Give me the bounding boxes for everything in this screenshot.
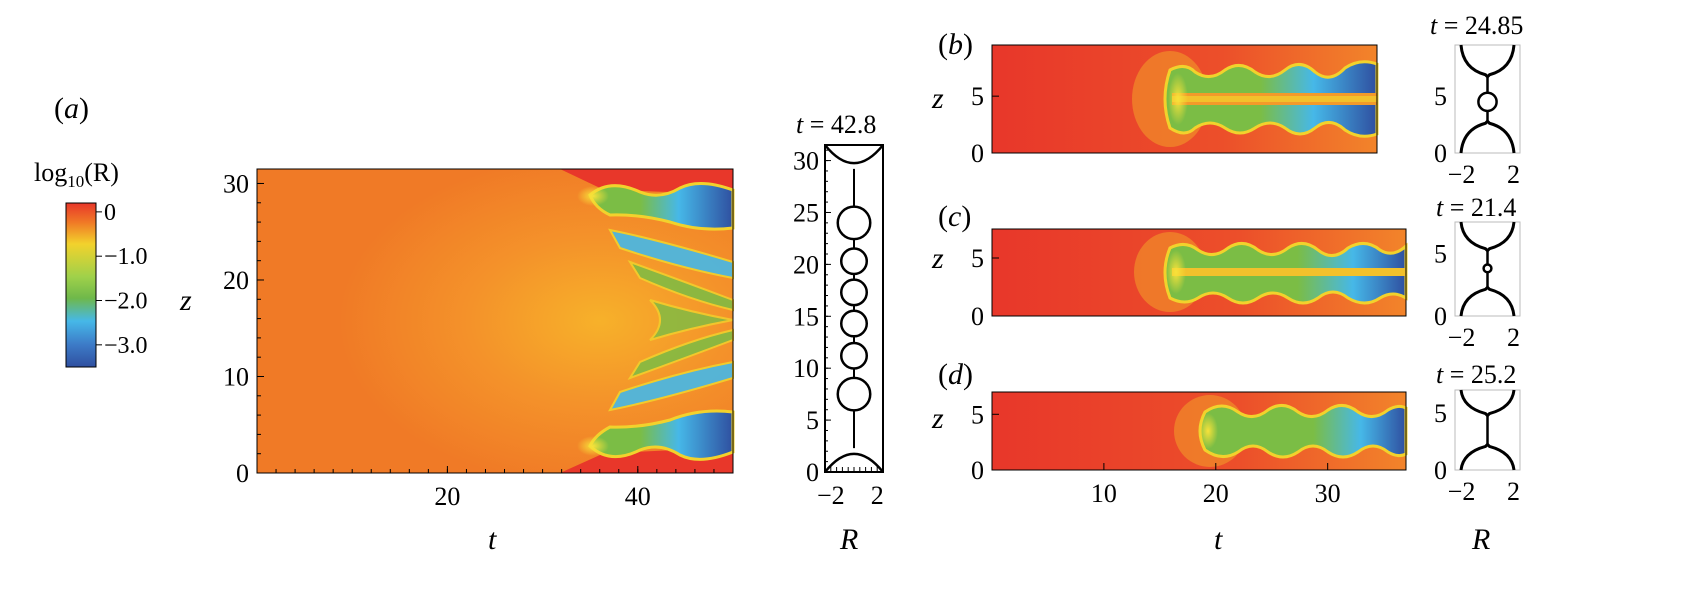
x-tick-label: 2 — [1507, 160, 1520, 189]
panel-c-ylabel: z — [931, 242, 944, 275]
panel-b-inset: 0 5 −2 2 — [1434, 44, 1521, 189]
colorbar-gradient — [65, 202, 97, 368]
panel-d-inset-interface — [1459, 389, 1516, 471]
x-tick-label: −2 — [817, 481, 845, 510]
y-tick-label: 0 — [971, 139, 984, 168]
x-tick-label: −2 — [1448, 160, 1476, 189]
drop — [839, 247, 869, 276]
drop — [839, 278, 869, 307]
panel-c: (c) 05 z t = 21.4 05−2 2 — [931, 193, 1521, 352]
y-tick-label: 0 — [971, 302, 984, 331]
panel-b-inset-interface — [1459, 44, 1516, 154]
y-tick-label: 5 — [1434, 82, 1447, 111]
interface-cap-top — [824, 144, 884, 165]
x-tick-label: 20 — [1203, 479, 1229, 508]
colorbar-tick-label: −1.0 — [104, 244, 148, 270]
y-tick-label: 25 — [793, 198, 819, 227]
panel-a-xlabel: t — [488, 523, 497, 556]
y-tick-label: 20 — [793, 250, 819, 279]
panel-a-inset-title: t = 42.8 — [796, 110, 876, 139]
x-tick-label: 40 — [625, 482, 651, 511]
y-tick-label: 30 — [223, 169, 249, 198]
y-tick-label: 0 — [806, 458, 819, 487]
drop — [836, 376, 872, 412]
y-tick-label: 15 — [793, 302, 819, 331]
x-tick-label: −2 — [1448, 477, 1476, 506]
panel-b-label: (b) — [938, 28, 973, 61]
interface-cap-bottom — [824, 452, 884, 473]
colorbar-label: log10(R) — [34, 158, 119, 191]
panel-c-inset-axes: 0 5 −2 2 — [1434, 239, 1520, 352]
x-tick-label: −2 — [1448, 323, 1476, 352]
panel-a-inset-interface — [824, 144, 884, 473]
y-tick-label: 30 — [793, 147, 819, 176]
y-tick-label: 5 — [1434, 399, 1447, 428]
drop — [836, 205, 872, 241]
y-tick-label: 5 — [971, 82, 984, 111]
drop — [839, 309, 869, 338]
x-tick-label: 20 — [434, 482, 460, 511]
panel-a-label: (a) — [54, 92, 89, 125]
panel-b-heatmap — [991, 44, 1379, 154]
y-tick-label: 10 — [793, 354, 819, 383]
drop — [1477, 91, 1498, 113]
panel-d-inset-axes: 0 5 −2 2 — [1434, 399, 1520, 506]
y-tick-label: 10 — [223, 362, 249, 391]
panel-d-axes: 0 5 10 20 30 — [971, 400, 1341, 508]
panel-d-heatmap — [991, 391, 1408, 471]
panel-d-xlabel: t — [1214, 523, 1223, 556]
x-tick-label: 2 — [1507, 477, 1520, 506]
colorbar-ticks: 0 −1.0 −2.0 −3.0 — [96, 200, 148, 359]
y-tick-label: 0 — [236, 459, 249, 488]
panel-a-inset-axes: 0 5 10 15 20 25 30 −2 2 — [793, 147, 884, 510]
panel-d-inset-title: t = 25.2 — [1436, 360, 1516, 389]
panel-b-inset-axes: 0 5 −2 2 — [1434, 82, 1520, 189]
y-tick-label: 5 — [971, 400, 984, 429]
panel-b-axes: 05 — [971, 82, 999, 168]
panel-a-ylabel: z — [179, 284, 192, 317]
y-tick-label: 0 — [1434, 302, 1447, 331]
panel-a-inset-xlabel: R — [839, 523, 858, 556]
panel-d-ylabel: z — [931, 402, 944, 435]
panel-c-inset-interface — [1459, 221, 1516, 317]
panel-b: (b) 05 z t = 24.85 05−2 2 — [931, 11, 1523, 189]
panel-d: (d) 0 5 10 20 30 z t t = 25.2 0 5 −2 2 R — [931, 358, 1521, 556]
y-tick-label: 0 — [971, 456, 984, 485]
panel-d-inset-xlabel: R — [1471, 523, 1490, 556]
drop — [839, 341, 869, 370]
panel-b-ylabel: z — [931, 82, 944, 115]
colorbar-tick-label: −2.0 — [104, 289, 148, 315]
panel-a-axes: 0 10 20 30 20 40 — [223, 169, 734, 511]
colorbar: log10(R) 0 −1.0 −2.0 −3.0 — [34, 158, 148, 368]
panel-a-heatmap — [256, 168, 735, 474]
panel-d-label: (d) — [938, 358, 973, 391]
panel-c-inset-title: t = 21.4 — [1436, 193, 1516, 222]
drop — [1482, 263, 1493, 274]
panel-c-inset: 0 5 −2 2 — [1434, 221, 1521, 352]
panel-a-inset: 0 5 10 15 20 25 30 −2 2 — [793, 144, 884, 510]
y-tick-label: 5 — [806, 406, 819, 435]
y-tick-label: 0 — [1434, 456, 1447, 485]
panel-c-axes: 05 — [971, 244, 999, 331]
panel-d-inset: 0 5 −2 2 — [1434, 389, 1521, 506]
x-tick-label: 10 — [1091, 479, 1117, 508]
y-tick-label: 0 — [1434, 139, 1447, 168]
colorbar-tick-label: −3.0 — [104, 333, 148, 359]
y-tick-label: 5 — [1434, 239, 1447, 268]
x-tick-label: 2 — [1507, 323, 1520, 352]
x-tick-label: 30 — [1315, 479, 1341, 508]
panel-c-heatmap — [991, 228, 1408, 317]
panel-b-inset-title: t = 24.85 — [1430, 11, 1523, 40]
panel-c-label: (c) — [938, 200, 971, 233]
x-tick-label: 2 — [871, 481, 884, 510]
y-tick-label: 20 — [223, 266, 249, 295]
y-tick-label: 5 — [971, 244, 984, 273]
colorbar-tick-label: 0 — [104, 200, 116, 226]
